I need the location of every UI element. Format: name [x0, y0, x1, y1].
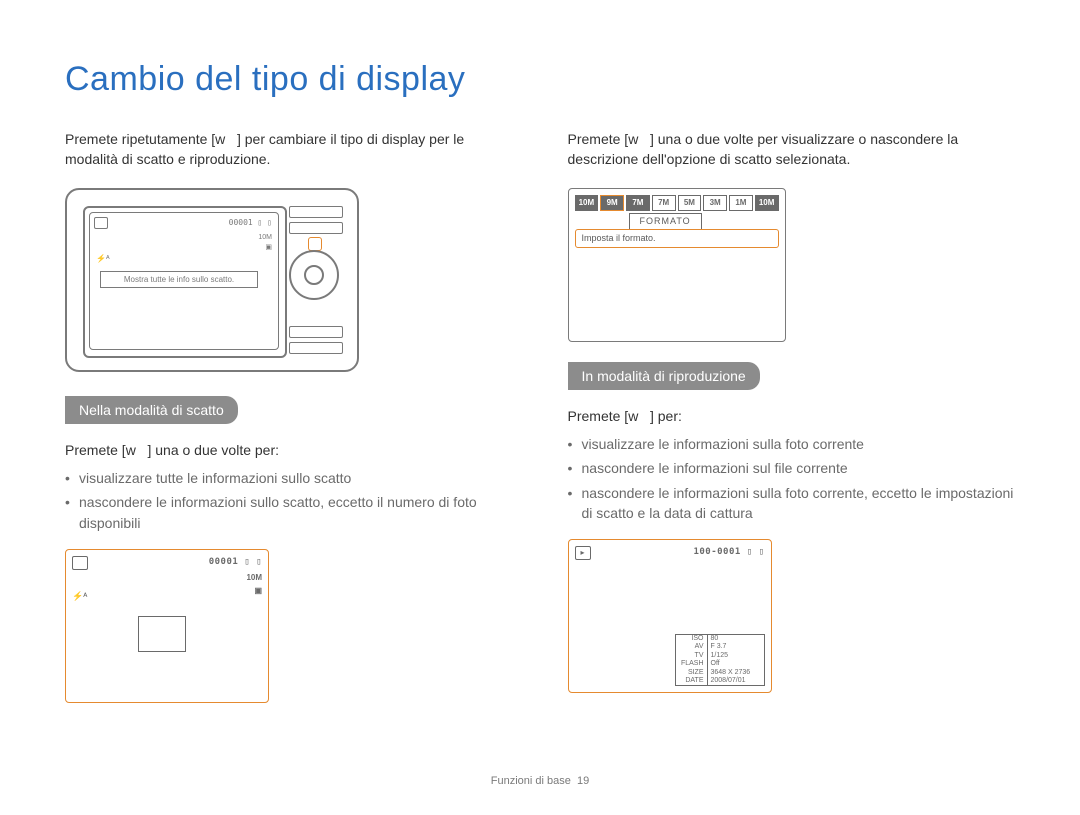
lcd-size-icon: 10M	[258, 233, 272, 244]
lcd-counter: 00001 ▯ ▯	[229, 217, 272, 229]
exif-value: F 3.7	[708, 643, 764, 651]
right-column: Premete [w ] una o due volte per visuali…	[568, 129, 1016, 703]
camera-button-3	[289, 326, 343, 338]
lcd-side-icons: 10M ▣	[258, 233, 272, 254]
exif-table: ISO80AVF 3.7TV1/125FLASHOffSIZE3648 X 27…	[675, 634, 765, 686]
format-chip-1: 9M	[600, 195, 624, 211]
exif-key: FLASH	[676, 660, 708, 668]
left-bullets: visualizzare tutte le informazioni sullo…	[65, 468, 513, 533]
panel-quality-icon: ▣	[246, 585, 262, 598]
panel-counter: 00001 ▯ ▯	[209, 556, 262, 569]
two-column-layout: Premete ripetutamente [w ] per cambiare …	[65, 129, 1015, 703]
exif-row-iso: ISO80	[676, 635, 764, 643]
camera-button-1	[289, 206, 343, 218]
footer-page: 19	[577, 775, 589, 787]
left-sub-text: Premete [w ] una o due volte per:	[65, 440, 513, 460]
left-column: Premete ripetutamente [w ] per cambiare …	[65, 129, 513, 703]
panel-focus-rect	[138, 616, 186, 652]
right-bullets: visualizzare le informazioni sulla foto …	[568, 434, 1016, 523]
exif-value: 1/125	[708, 652, 764, 660]
right-bullet-2: nascondere le informazioni sul file corr…	[568, 458, 1016, 478]
format-chip-4: 5M	[678, 195, 702, 211]
lcd-hint-text: Mostra tutte le info sullo scatto.	[100, 271, 258, 289]
exif-row-date: DATE2008/07/01	[676, 677, 764, 685]
panel-side-icons: 10M ▣	[246, 572, 262, 598]
camera-mode-icon	[94, 217, 108, 229]
page: Cambio del tipo di display Premete ripet…	[0, 0, 1080, 815]
exif-value: 80	[708, 635, 764, 643]
camera-button-4	[289, 342, 343, 354]
left-bullet-1: visualizzare tutte le informazioni sullo…	[65, 468, 513, 488]
lcd-screen: 00001 ▯ ▯ 10M ▣ ⚡ᴬ Mostra tutte le info …	[89, 212, 279, 350]
lcd-flash-icon: ⚡ᴬ	[96, 253, 110, 265]
left-intro-text: Premete ripetutamente [w ] per cambiare …	[65, 129, 513, 170]
exif-row-av: AVF 3.7	[676, 643, 764, 651]
right-intro-text: Premete [w ] una o due volte per visuali…	[568, 129, 1016, 170]
section-pill-shooting: Nella modalità di scatto	[65, 396, 238, 424]
format-chip-7: 10M	[755, 195, 779, 211]
playback-counter: 100-0001 ▯ ▯	[693, 546, 764, 559]
page-footer: Funzioni di base 19	[0, 775, 1080, 787]
format-chip-0: 10M	[575, 195, 599, 211]
playback-display-panel: ▸ 100-0001 ▯ ▯ ISO80AVF 3.7TV1/125FLASHO…	[568, 539, 772, 693]
section-pill-playback: In modalità di riproduzione	[568, 362, 760, 390]
exif-key: TV	[676, 652, 708, 660]
exif-row-flash: FLASHOff	[676, 660, 764, 668]
format-chip-2: 7M	[626, 195, 650, 211]
format-chip-5: 3M	[703, 195, 727, 211]
shooting-display-panel: 00001 ▯ ▯ 10M ▣ ⚡ᴬ	[65, 549, 269, 703]
right-bullet-1: visualizzare le informazioni sulla foto …	[568, 434, 1016, 454]
exif-key: DATE	[676, 677, 708, 685]
exif-value: 3648 X 2736	[708, 669, 764, 677]
lcd-quality-icon: ▣	[258, 243, 272, 254]
camera-dial	[289, 250, 339, 300]
format-chip-6: 1M	[729, 195, 753, 211]
exif-key: SIZE	[676, 669, 708, 677]
disp-button-highlight	[308, 237, 322, 251]
page-title: Cambio del tipo di display	[65, 60, 1015, 99]
format-chip-row: 10M9M7M7M5M3M1M10M	[575, 195, 779, 211]
exif-key: ISO	[676, 635, 708, 643]
footer-section: Funzioni di base	[491, 775, 571, 787]
format-selector-panel: 10M9M7M7M5M3M1M10M FORMATO Imposta il fo…	[568, 188, 786, 342]
right-sub-text: Premete [w ] per:	[568, 406, 1016, 426]
exif-key: AV	[676, 643, 708, 651]
format-hint: Imposta il formato.	[575, 229, 779, 248]
camera-diagram: 00001 ▯ ▯ 10M ▣ ⚡ᴬ Mostra tutte le info …	[65, 188, 359, 372]
panel-size-icon: 10M	[246, 572, 262, 585]
panel-play-icon: ▸	[575, 546, 591, 560]
left-bullet-2: nascondere le informazioni sullo scatto,…	[65, 492, 513, 533]
format-chip-3: 7M	[652, 195, 676, 211]
panel-flash-icon: ⚡ᴬ	[72, 590, 87, 603]
camera-button-2	[289, 222, 343, 234]
exif-row-tv: TV1/125	[676, 652, 764, 660]
format-label: FORMATO	[629, 213, 702, 230]
panel-camera-icon	[72, 556, 88, 570]
exif-value: Off	[708, 660, 764, 668]
exif-value: 2008/07/01	[708, 677, 764, 685]
right-bullet-3: nascondere le informazioni sulla foto co…	[568, 483, 1016, 524]
exif-row-size: SIZE3648 X 2736	[676, 669, 764, 677]
